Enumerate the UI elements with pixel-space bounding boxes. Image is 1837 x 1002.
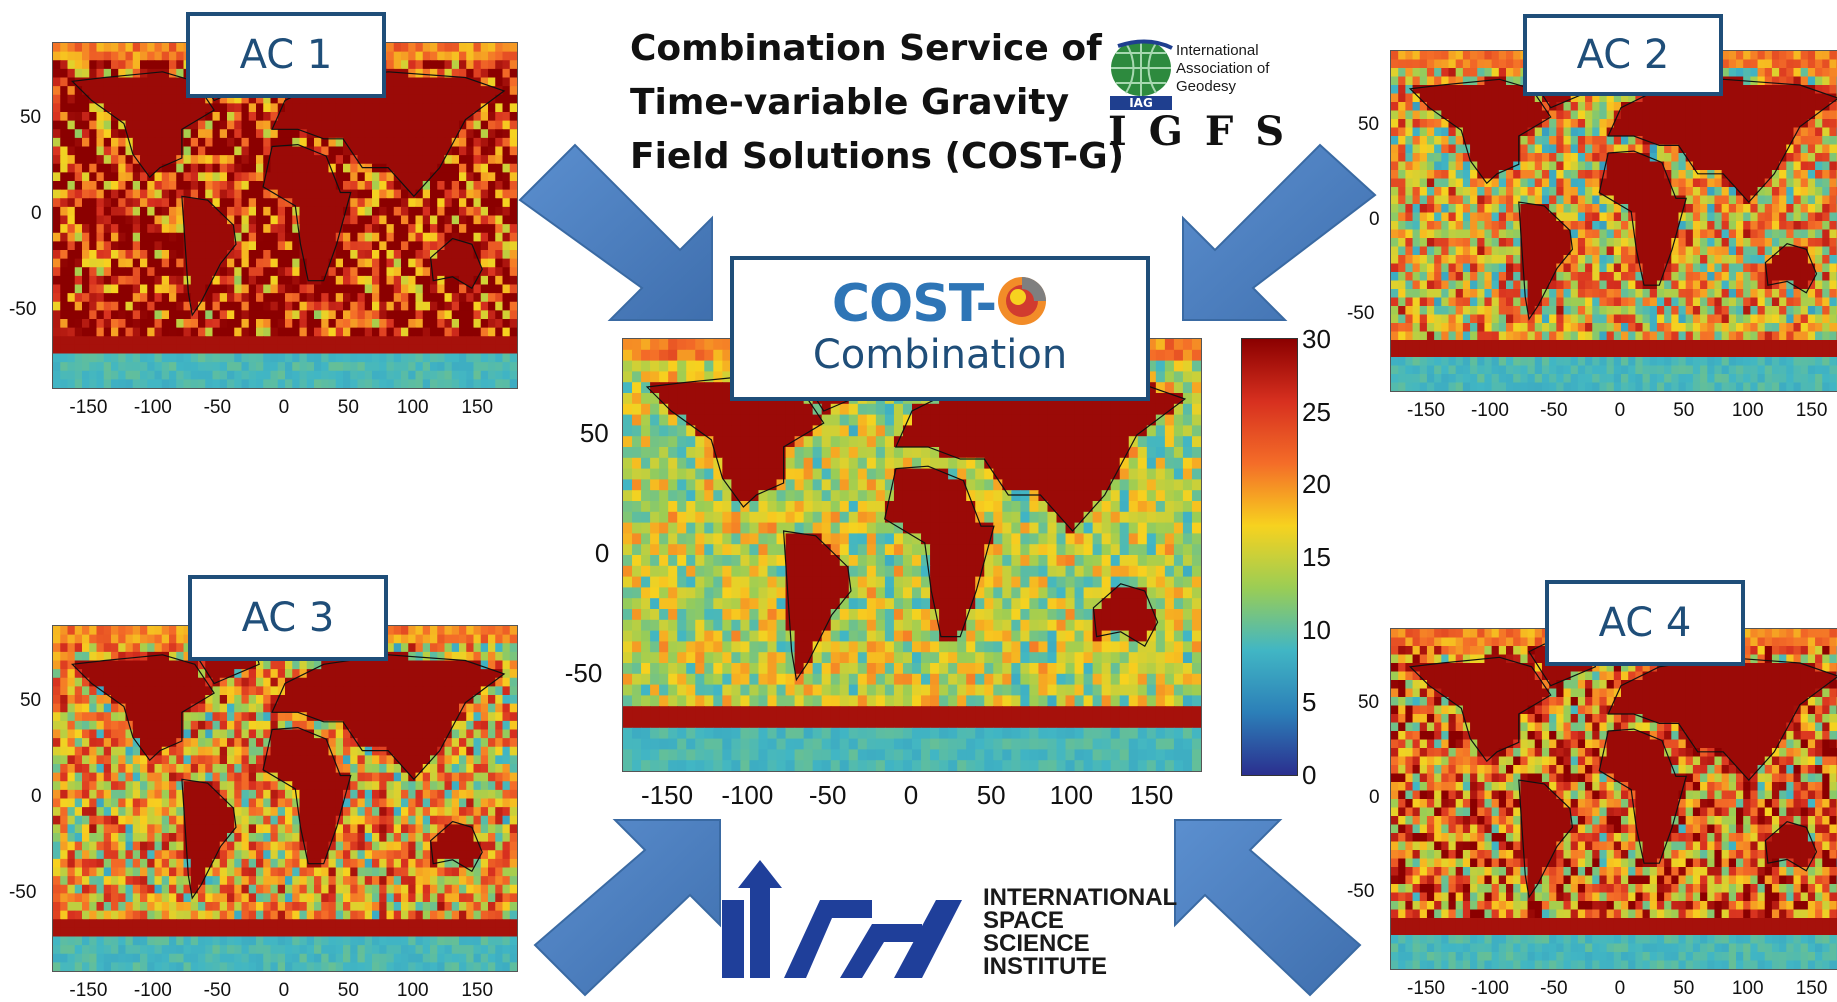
x-tick-combined: -50 <box>809 780 847 811</box>
y-tick-ac4: -50 <box>1347 881 1374 903</box>
arrow-top-right <box>1183 145 1375 320</box>
y-tick-ac3: 0 <box>31 786 42 808</box>
y-tick-ac1: 0 <box>31 203 42 225</box>
arrow-bottom-left <box>535 820 720 995</box>
cost-g-subtitle: Combination <box>734 332 1146 378</box>
igfs-acronym: IGFS <box>1108 108 1306 155</box>
x-tick-ac4: -100 <box>1471 978 1509 1000</box>
y-tick-ac2: -50 <box>1347 303 1374 325</box>
x-tick-ac4: 150 <box>1796 978 1828 1000</box>
iag-name: International Association of Geodesy <box>1176 42 1269 96</box>
issi-logo-icon <box>722 860 977 982</box>
x-tick-ac4: 50 <box>1673 978 1694 1000</box>
x-tick-combined: 150 <box>1130 780 1173 811</box>
x-tick-combined: -150 <box>641 780 693 811</box>
cost-g-logo: COST- <box>734 274 1146 334</box>
x-tick-ac2: -100 <box>1471 400 1509 422</box>
x-tick-ac2: -150 <box>1407 400 1445 422</box>
panel-label-ac2: AC 2 <box>1523 14 1723 96</box>
x-tick-ac3: 100 <box>397 980 429 1002</box>
y-tick-combined: 50 <box>580 418 609 449</box>
y-tick-ac1: 50 <box>20 107 41 129</box>
x-tick-ac1: 150 <box>461 397 493 419</box>
y-tick-ac1: -50 <box>9 299 36 321</box>
colorbar-tick-label: 30 <box>1302 324 1331 355</box>
iag-line-3: Geodesy <box>1176 78 1269 96</box>
x-tick-ac4: 0 <box>1615 978 1626 1000</box>
x-tick-ac2: 100 <box>1732 400 1764 422</box>
colorbar-tick-label: 20 <box>1302 469 1331 500</box>
cost-g-globe-icon <box>996 275 1048 327</box>
x-tick-ac2: 50 <box>1673 400 1694 422</box>
x-tick-ac3: 50 <box>338 980 359 1002</box>
x-tick-ac1: 50 <box>338 397 359 419</box>
map-combined <box>622 338 1202 772</box>
x-tick-combined: -100 <box>721 780 773 811</box>
issi-line-1: INTERNATIONAL <box>983 886 1177 909</box>
x-tick-ac1: 0 <box>279 397 290 419</box>
x-tick-ac1: -50 <box>204 397 231 419</box>
x-tick-ac2: 0 <box>1615 400 1626 422</box>
panel-label-ac1: AC 1 <box>186 12 386 98</box>
x-tick-ac4: -50 <box>1540 978 1567 1000</box>
panel-label-ac4: AC 4 <box>1545 580 1745 666</box>
x-tick-combined: 0 <box>904 780 918 811</box>
cost-g-combination-box: COST- Combination <box>730 256 1150 401</box>
iag-line-1: International <box>1176 42 1269 60</box>
arrow-bottom-right <box>1175 820 1360 995</box>
x-tick-ac4: 100 <box>1732 978 1764 1000</box>
colorbar-tick-label: 10 <box>1302 615 1331 646</box>
iag-line-2: Association of <box>1176 60 1269 78</box>
x-tick-ac1: 100 <box>397 397 429 419</box>
x-tick-ac1: -100 <box>134 397 172 419</box>
y-tick-combined: -50 <box>565 658 603 689</box>
colorbar <box>1241 338 1298 776</box>
y-tick-ac2: 50 <box>1358 114 1379 136</box>
colorbar-tick-label: 0 <box>1302 760 1316 791</box>
x-tick-ac3: -50 <box>204 980 231 1002</box>
cost-g-logo-text: COST- <box>832 274 996 334</box>
x-tick-ac3: -150 <box>69 980 107 1002</box>
x-tick-ac1: -150 <box>69 397 107 419</box>
issi-line-3: SCIENCE <box>983 932 1177 955</box>
issi-line-2: SPACE <box>983 909 1177 932</box>
panel-label-ac3: AC 3 <box>188 575 388 661</box>
y-tick-ac3: 50 <box>20 690 41 712</box>
x-tick-ac3: 0 <box>279 980 290 1002</box>
issi-name: INTERNATIONAL SPACE SCIENCE INSTITUTE <box>983 886 1177 978</box>
page-title: Combination Service of Time-variable Gra… <box>630 22 1124 184</box>
y-tick-ac4: 50 <box>1358 692 1379 714</box>
map-ac3 <box>52 625 518 972</box>
x-tick-ac3: 150 <box>461 980 493 1002</box>
title-line-3: Field Solutions (COST-G) <box>630 130 1124 184</box>
x-tick-ac2: -50 <box>1540 400 1567 422</box>
map-ac4 <box>1390 628 1837 970</box>
colorbar-tick-label: 5 <box>1302 687 1316 718</box>
colorbar-tick-label: 15 <box>1302 542 1331 573</box>
title-line-2: Time-variable Gravity <box>630 76 1124 130</box>
x-tick-combined: 100 <box>1050 780 1093 811</box>
y-tick-ac4: 0 <box>1369 787 1380 809</box>
y-tick-ac2: 0 <box>1369 209 1380 231</box>
iag-globe-logo: IAG <box>1108 38 1174 110</box>
x-tick-ac3: -100 <box>134 980 172 1002</box>
y-tick-combined: 0 <box>595 538 609 569</box>
map-ac2 <box>1390 50 1837 392</box>
x-tick-combined: 50 <box>977 780 1006 811</box>
x-tick-ac2: 150 <box>1796 400 1828 422</box>
issi-line-4: INSTITUTE <box>983 955 1177 978</box>
x-tick-ac4: -150 <box>1407 978 1445 1000</box>
title-line-1: Combination Service of <box>630 22 1124 76</box>
colorbar-tick-label: 25 <box>1302 397 1331 428</box>
y-tick-ac3: -50 <box>9 882 36 904</box>
